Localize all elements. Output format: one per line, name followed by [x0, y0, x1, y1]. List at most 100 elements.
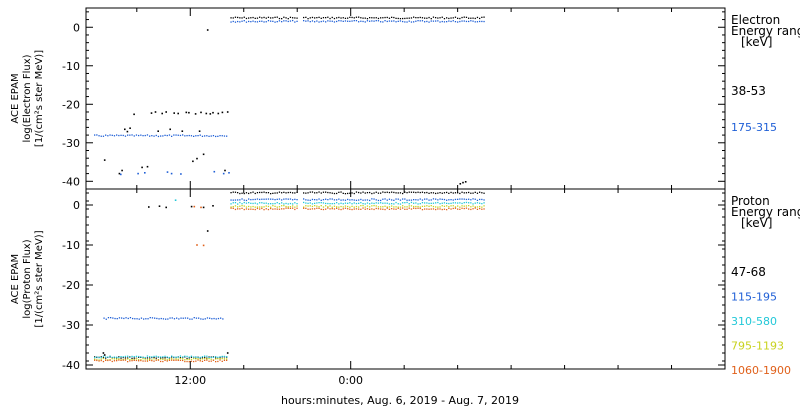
data-point: [94, 356, 96, 358]
data-point: [111, 356, 113, 359]
data-point: [161, 112, 163, 115]
data-point: [226, 352, 229, 354]
data-point: [195, 356, 197, 358]
data-point: [186, 135, 188, 137]
data-point: [144, 356, 146, 359]
data-point: [162, 318, 165, 320]
data-point: [344, 193, 347, 195]
data-point: [151, 356, 153, 358]
data-point: [342, 20, 344, 22]
data-point: [241, 198, 243, 200]
data-point: [443, 202, 446, 204]
data-point: [349, 202, 351, 204]
data-point: [219, 359, 221, 361]
data-point: [118, 317, 121, 319]
data-point: [435, 192, 437, 195]
data-point: [474, 191, 476, 193]
data-point: [468, 205, 470, 207]
data-point: [468, 208, 470, 210]
data-point: [155, 357, 157, 359]
data-point: [461, 16, 463, 19]
data-point: [366, 18, 369, 20]
data-point: [369, 20, 371, 22]
data-point: [377, 20, 380, 22]
data-point: [417, 17, 419, 19]
data-point: [408, 207, 410, 209]
data-point: [406, 17, 408, 19]
data-point: [393, 191, 395, 194]
data-point: [217, 358, 219, 360]
data-point: [160, 135, 162, 137]
data-point: [454, 198, 457, 201]
data-point: [380, 192, 382, 194]
data-point: [296, 17, 298, 19]
data-point: [283, 205, 285, 207]
data-point: [197, 356, 199, 359]
data-point: [388, 20, 391, 22]
data-point: [190, 360, 193, 362]
data-point: [151, 135, 153, 137]
data-point: [124, 135, 127, 137]
data-point: [428, 205, 430, 207]
data-point: [276, 192, 278, 194]
data-point: [322, 208, 325, 211]
data-point: [200, 318, 202, 320]
data-point: [430, 208, 432, 210]
data-point: [245, 199, 248, 202]
y-tick-label: -40: [62, 175, 80, 188]
data-point: [428, 21, 430, 23]
data-point: [105, 134, 107, 136]
data-point: [465, 16, 468, 18]
data-point: [360, 192, 362, 194]
data-point: [274, 202, 276, 205]
data-point: [234, 202, 237, 204]
data-point: [303, 198, 305, 200]
data-point: [362, 191, 364, 193]
data-point: [468, 17, 470, 19]
data-point: [463, 198, 465, 200]
data-point: [393, 16, 395, 19]
data-point: [415, 199, 417, 201]
data-point: [351, 192, 353, 194]
data-point: [399, 206, 402, 208]
data-point: [200, 206, 202, 209]
data-point: [234, 191, 237, 193]
data-point: [309, 208, 311, 210]
data-point: [439, 206, 441, 208]
data-point: [336, 206, 338, 208]
data-point: [124, 358, 127, 361]
data-point: [454, 16, 457, 18]
data-point: [177, 134, 179, 136]
data-point: [278, 17, 281, 20]
data-point: [259, 198, 261, 201]
data-point: [358, 202, 360, 204]
data-point: [173, 112, 175, 114]
data-point: [474, 198, 476, 200]
data-point: [430, 199, 432, 201]
data-point: [459, 202, 461, 204]
data-point: [457, 17, 459, 19]
data-point: [267, 203, 270, 205]
data-point: [157, 135, 160, 138]
data-point: [364, 21, 366, 23]
data-point: [199, 134, 201, 136]
data-point: [285, 20, 287, 22]
data-point: [142, 360, 144, 362]
data-point: [166, 356, 168, 358]
data-point: [234, 208, 237, 211]
y-axis-title-line: ACE EPAM: [10, 73, 21, 123]
data-point: [201, 357, 204, 359]
data-point: [200, 111, 202, 114]
data-point: [215, 358, 217, 360]
data-point: [410, 199, 413, 201]
data-point: [395, 21, 397, 23]
data-point: [417, 203, 419, 205]
data-point: [410, 201, 413, 204]
data-point: [146, 165, 149, 168]
data-point: [94, 359, 96, 361]
data-point: [201, 360, 204, 362]
data-point: [459, 206, 461, 208]
data-point: [410, 191, 413, 193]
data-point: [402, 17, 404, 20]
